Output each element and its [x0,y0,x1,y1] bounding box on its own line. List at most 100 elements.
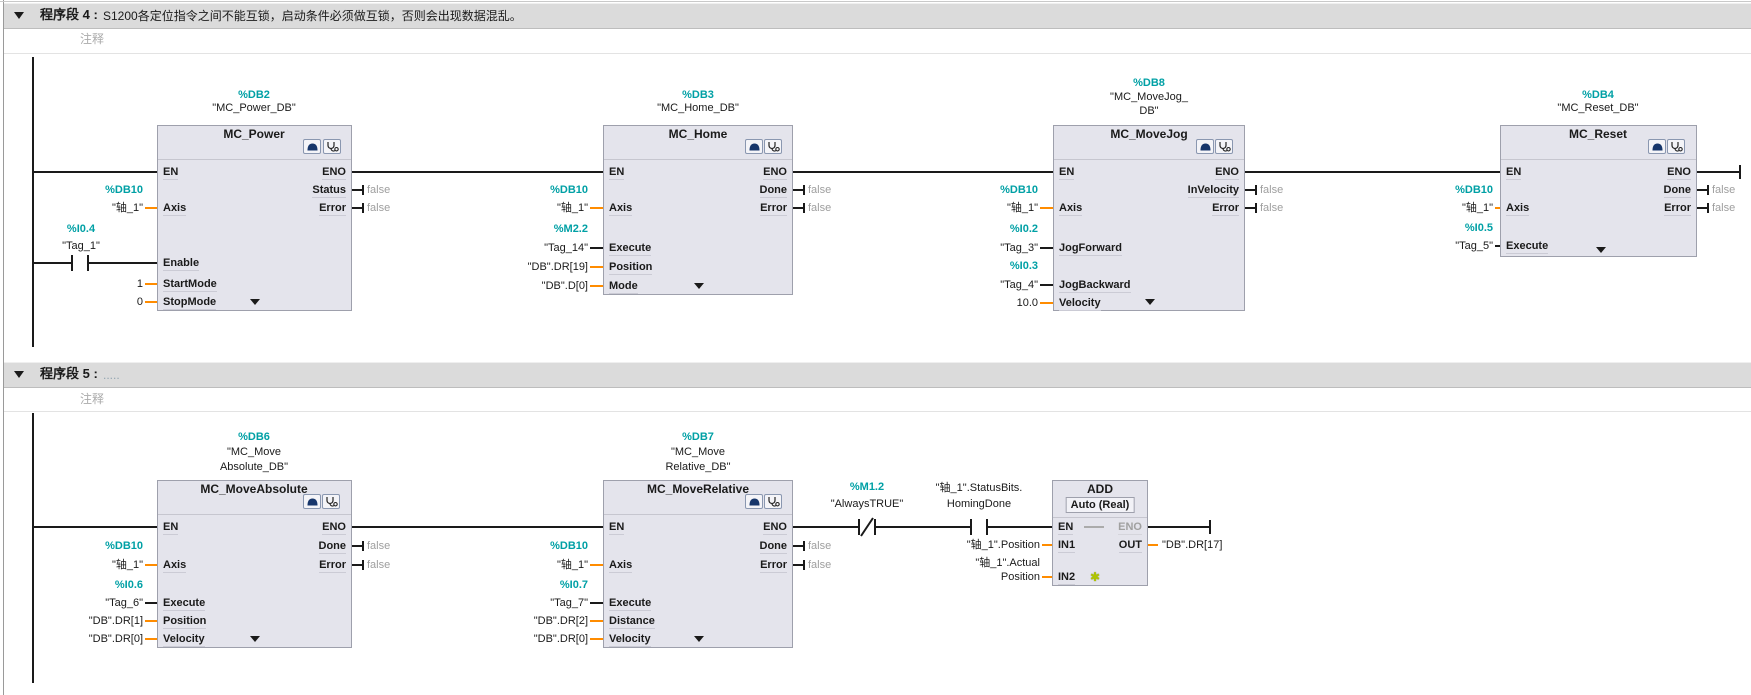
pin-execute[interactable]: Execute [1506,240,1549,254]
db-address[interactable]: %DB2 [238,89,270,101]
monitor-probe-icon[interactable] [322,494,340,509]
operand-execute[interactable]: "Tag_6" [105,597,143,609]
operand-execute[interactable]: "Tag_5" [1455,240,1493,252]
no-contact[interactable] [87,255,89,271]
block-options-dropdown[interactable] [1145,299,1155,305]
pin-error[interactable]: Error [1664,202,1691,216]
pin-en[interactable]: EN [609,521,625,535]
no-contact[interactable] [986,519,988,535]
db-name[interactable]: "MC_Reset_DB" [1557,102,1639,114]
block-expand-icon[interactable] [1196,139,1214,154]
pin-eno[interactable]: ENO [322,166,346,180]
monitor-probe-icon[interactable] [1667,139,1685,154]
monitor-probe-icon[interactable] [764,494,782,509]
pin-done[interactable]: Done [318,540,346,554]
pin-position[interactable]: Position [609,261,653,275]
block-options-dropdown[interactable] [694,636,704,642]
db-name[interactable]: DB" [1139,105,1159,117]
network-5-collapse-icon[interactable] [14,371,24,378]
operand-velocity[interactable]: "DB".DR[0] [88,633,143,645]
pin-position[interactable]: Position [163,615,207,629]
monitor-probe-icon[interactable] [764,139,782,154]
pin-done[interactable]: Done [759,540,787,554]
operand-axis[interactable]: "轴_1" [111,202,143,214]
operand-out[interactable]: "DB".DR[17] [1162,539,1223,551]
pin-axis[interactable]: Axis [163,559,187,573]
pin-en[interactable]: EN [609,166,625,180]
mc-movejog-block[interactable] [1053,125,1245,311]
pin-eno[interactable]: ENO [763,521,787,535]
network-4-comment[interactable]: 注释 [80,32,105,46]
network-5-comment[interactable]: 注释 [80,392,105,406]
operand-mode[interactable]: "DB".D[0] [541,280,588,292]
operand-velocity[interactable]: "DB".DR[0] [533,633,588,645]
pin-error[interactable]: Error [319,202,346,216]
nc-contact[interactable] [874,519,876,535]
pin-eno[interactable]: ENO [1215,166,1239,180]
pin-status[interactable]: Status [312,184,346,198]
pin-done[interactable]: Done [1663,184,1691,198]
pin-jogbackward[interactable]: JogBackward [1059,279,1131,293]
pin-done[interactable]: Done [759,184,787,198]
pin-en[interactable]: EN [1059,166,1075,180]
block-expand-icon[interactable] [303,494,321,509]
network-5-header[interactable] [4,362,1751,388]
operand-axis[interactable]: "轴_1" [1006,202,1038,214]
operand-startmode-value[interactable]: 1 [136,278,143,290]
operand-jogbackward[interactable]: "Tag_4" [1000,279,1038,291]
pin-en[interactable]: EN [1058,521,1074,535]
db-address[interactable]: %DB3 [682,89,714,101]
pin-jogforward[interactable]: JogForward [1059,242,1122,256]
db-name[interactable]: "MC_Move [670,446,726,458]
contact-name[interactable]: "Tag_1" [62,240,100,252]
block-expand-icon[interactable] [1648,139,1666,154]
operand-position[interactable]: "DB".DR[19] [527,261,588,273]
pin-axis[interactable]: Axis [1506,202,1530,216]
pin-mode[interactable]: Mode [609,280,638,294]
pin-invelocity[interactable]: InVelocity [1187,184,1239,198]
db-address[interactable]: %DB8 [1133,77,1165,89]
block-expand-icon[interactable] [303,139,321,154]
operand-axis[interactable]: "轴_1" [556,559,588,571]
operand-stopmode-value[interactable]: 0 [136,296,143,308]
block-expand-icon[interactable] [745,494,763,509]
pin-execute[interactable]: Execute [163,597,206,611]
operand-velocity[interactable]: 10.0 [1016,297,1038,309]
db-name[interactable]: "MC_MoveJog_ [1110,91,1188,103]
db-address[interactable]: %DB7 [682,431,714,443]
pin-stopmode[interactable]: StopMode [163,296,217,310]
pin-axis[interactable]: Axis [1059,202,1083,216]
operand-in2[interactable]: "轴_1".Actual [975,557,1040,569]
pin-axis[interactable]: Axis [609,559,633,573]
contact-name[interactable]: "AlwaysTRUE" [830,498,904,510]
operand-execute[interactable]: "Tag_14" [544,242,588,254]
db-address[interactable]: %DB4 [1582,89,1614,101]
add-mode-selector[interactable]: Auto (Real) [1065,497,1135,513]
db-name[interactable]: Relative_DB" [665,461,731,473]
operand-position[interactable]: "DB".DR[1] [88,615,143,627]
db-name[interactable]: "MC_Move [226,446,282,458]
operand-distance[interactable]: "DB".DR[2] [533,615,588,627]
operand-execute[interactable]: "Tag_7" [550,597,588,609]
operand-in2[interactable]: Position [1000,571,1040,583]
pin-velocity[interactable]: Velocity [609,633,651,647]
pin-in2[interactable]: IN2 [1058,571,1076,585]
pin-error[interactable]: Error [319,559,346,573]
pin-velocity[interactable]: Velocity [1059,297,1101,311]
pin-axis[interactable]: Axis [609,202,633,216]
pin-error[interactable]: Error [760,202,787,216]
network-4-header[interactable] [4,3,1751,29]
block-options-dropdown[interactable] [1596,247,1606,253]
contact-name[interactable]: "轴_1".StatusBits. [935,482,1023,494]
block-expand-icon[interactable] [745,139,763,154]
pin-en[interactable]: EN [1506,166,1522,180]
operand-axis[interactable]: "轴_1" [1461,202,1493,214]
pin-error[interactable]: Error [1212,202,1239,216]
nc-contact[interactable] [858,519,860,535]
operand-axis[interactable]: "轴_1" [556,202,588,214]
pin-out[interactable]: OUT [1118,539,1142,553]
pin-execute[interactable]: Execute [609,242,652,256]
pin-eno[interactable]: ENO [763,166,787,180]
db-address[interactable]: %DB6 [238,431,270,443]
contact-name[interactable]: HomingDone [946,498,1012,510]
